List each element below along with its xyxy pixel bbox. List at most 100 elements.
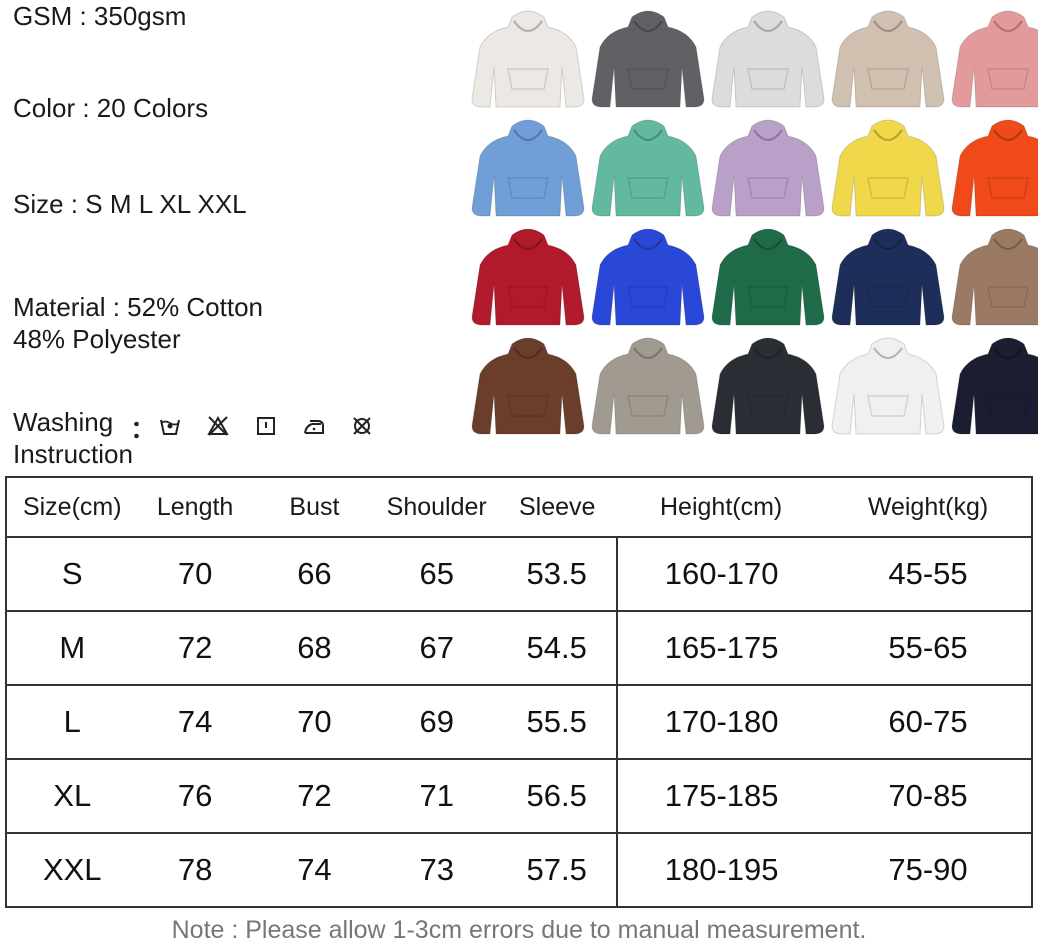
table-cell: 71 — [376, 759, 498, 834]
table-row: S 70 66 65 53.5 160-170 45-55 — [6, 537, 1032, 612]
hoodie-icon — [951, 119, 1038, 216]
table-cell: 175-185 — [616, 759, 826, 834]
table-header-row: Size(cm) Length Bust Shoulder Sleeve Height(c… — [6, 477, 1032, 538]
table-cell: 60-75 — [825, 685, 1032, 760]
column-header: Weight(kg) — [825, 477, 1032, 538]
column-header: Bust — [252, 477, 377, 538]
hoodie-color-swatch — [588, 115, 708, 224]
table-cell: 45-55 — [825, 537, 1032, 612]
table-cell: 180-195 — [616, 833, 826, 908]
hoodie-icon — [831, 228, 945, 325]
hoodie-color-swatch — [828, 115, 948, 224]
table-cell: 78 — [137, 833, 253, 908]
material-spec: Material : 52% Cotton — [13, 292, 264, 322]
table-cell: 53.5 — [497, 537, 618, 612]
table-cell: XXL — [6, 833, 138, 908]
hoodie-icon — [591, 337, 705, 434]
table-cell: 66 — [252, 537, 377, 612]
table-cell: 160-170 — [616, 537, 826, 612]
hoodie-icon — [591, 119, 705, 216]
table-cell: 67 — [376, 611, 498, 686]
table-cell: S — [6, 537, 138, 612]
table-cell: 72 — [252, 759, 377, 834]
hoodie-icon — [831, 119, 945, 216]
hoodie-icon — [591, 228, 705, 325]
table-cell: 72 — [137, 611, 253, 686]
table-cell: 56.5 — [497, 759, 618, 834]
hoodie-icon — [711, 337, 825, 434]
hoodie-color-swatch — [588, 333, 708, 442]
table-cell: L — [6, 685, 138, 760]
hoodie-icon — [951, 228, 1038, 325]
table-cell: 54.5 — [497, 611, 618, 686]
color-spec: Color : 20 Colors — [13, 93, 209, 123]
hoodie-icon — [471, 10, 585, 107]
column-header: Size(cm) — [6, 477, 138, 538]
size-spec: Size : S M L XL XXL — [13, 189, 247, 219]
table-cell: 69 — [376, 685, 498, 760]
column-header: Sleeve — [497, 477, 618, 538]
hoodie-icon — [951, 337, 1038, 434]
column-header: Length — [137, 477, 253, 538]
table-row: M 72 68 67 54.5 165-175 55-65 — [6, 611, 1032, 686]
table-cell: 165-175 — [616, 611, 826, 686]
hoodie-icon — [711, 119, 825, 216]
table-row: L 74 70 69 55.5 170-180 60-75 — [6, 685, 1032, 760]
hoodie-icon — [831, 337, 945, 434]
hoodie-icon — [831, 10, 945, 107]
table-cell: 68 — [252, 611, 377, 686]
hoodie-icon — [711, 10, 825, 107]
measurement-note: Note : Please allow 1-3cm errors due to … — [171, 916, 867, 944]
table-row: XXL 78 74 73 57.5 180-195 75-90 — [6, 833, 1032, 908]
hoodie-icon — [951, 10, 1038, 107]
hoodie-color-swatch — [828, 6, 948, 115]
tumble-dry-icon — [257, 417, 275, 435]
iron-icon — [304, 420, 324, 434]
hoodie-color-swatch — [948, 224, 1038, 333]
hand-wash-icon — [160, 419, 180, 435]
table-cell: M — [6, 611, 138, 686]
table-cell: 170-180 — [616, 685, 826, 760]
washing-label-line2: Instruction — [13, 439, 133, 469]
hoodie-icon — [471, 119, 585, 216]
washing-icons — [158, 414, 374, 438]
material-spec-2: 48% Polyester — [13, 324, 181, 354]
hoodie-color-swatch — [708, 224, 828, 333]
table-cell: 75-90 — [825, 833, 1032, 908]
hoodie-icon — [711, 228, 825, 325]
table-cell: XL — [6, 759, 138, 834]
table-row: XL 76 72 71 56.5 175-185 70-85 — [6, 759, 1032, 834]
do-not-bleach-icon — [207, 415, 229, 436]
table-cell: 55.5 — [497, 685, 618, 760]
hoodie-color-swatch — [948, 333, 1038, 442]
washing-label-line1: Washing — [13, 407, 114, 437]
hoodie-color-swatch — [948, 115, 1038, 224]
hoodie-icon — [471, 337, 585, 434]
hoodie-color-swatch — [708, 6, 828, 115]
do-not-dry-clean-icon — [353, 417, 371, 435]
hoodie-color-swatch — [708, 115, 828, 224]
color-swatch-grid — [468, 6, 1038, 442]
table-cell: 70-85 — [825, 759, 1032, 834]
table-cell: 70 — [252, 685, 377, 760]
hoodie-color-swatch — [828, 224, 948, 333]
hoodie-color-swatch — [588, 6, 708, 115]
hoodie-icon — [471, 228, 585, 325]
hoodie-color-swatch — [948, 6, 1038, 115]
table-cell: 73 — [376, 833, 498, 908]
table-cell: 74 — [252, 833, 377, 908]
hoodie-icon — [591, 10, 705, 107]
table-cell: 55-65 — [825, 611, 1032, 686]
hoodie-color-swatch — [468, 333, 588, 442]
table-cell: 57.5 — [497, 833, 618, 908]
table-cell: 74 — [137, 685, 253, 760]
column-header: Shoulder — [376, 477, 498, 538]
table-cell: 70 — [137, 537, 253, 612]
colon-icon — [134, 421, 139, 439]
hoodie-color-swatch — [468, 224, 588, 333]
column-header: Height(cm) — [617, 477, 826, 538]
gsm-spec: GSM : 350gsm — [13, 1, 187, 31]
hoodie-color-swatch — [828, 333, 948, 442]
table-cell: 76 — [137, 759, 253, 834]
